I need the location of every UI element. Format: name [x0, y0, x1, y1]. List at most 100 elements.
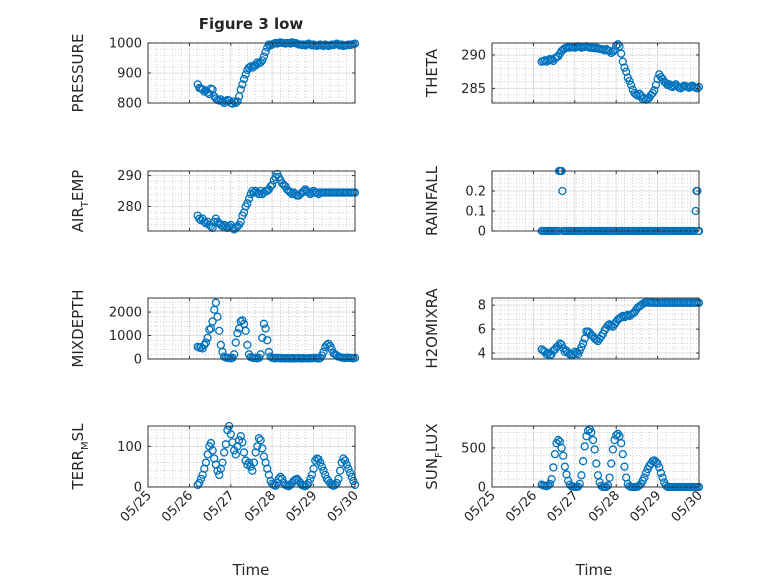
chart-mixdepth-ytick-label: 2000 [109, 306, 142, 321]
chart-mixdepth-point [229, 350, 239, 359]
chart-sun_flux-point [550, 450, 560, 459]
chart-sun_flux-ylabel: SUNFLUX [423, 423, 445, 489]
chart-terr_msl-point [319, 466, 328, 475]
chart-air_temp-axes-box [147, 170, 356, 232]
chart-h2omixra-plot-area [492, 298, 699, 359]
chart-h2omixra-series [537, 297, 704, 360]
chart-sun_flux-point [588, 435, 598, 445]
chart-mixdepth-point [233, 329, 242, 338]
chart-air_temp-ylabel-main: AIR [69, 207, 87, 232]
chart-sun_flux-point [554, 435, 563, 445]
chart-sun_flux-point [559, 451, 568, 460]
chart-theta-axes-box [491, 42, 700, 104]
chart-sun_flux-point [578, 457, 588, 466]
chart-sun_flux-ytick-label: 500 [461, 441, 486, 456]
chart-terr_msl-point [334, 474, 343, 484]
chart-rainfall-ytick-label: 0.2 [465, 185, 486, 200]
chart-terr_msl-point [340, 456, 350, 465]
chart-h2omixra-ylabel: H2OMIXRA [423, 288, 441, 369]
chart-pressure-point [236, 85, 245, 94]
chart-sun_flux-ylabel-subscript: F [434, 452, 445, 458]
chart-terr_msl-point [317, 462, 327, 471]
chart-sun_flux-point [549, 463, 558, 472]
chart-sun_flux-point [618, 450, 627, 459]
chart-sun_flux-point [607, 459, 616, 468]
chart-mixdepth-series [193, 298, 360, 363]
chart-pressure-ylabel: PRESSURE [69, 34, 87, 113]
chart-terr_msl-point [226, 429, 235, 439]
figure-title: Figure 3 low [199, 15, 304, 33]
chart-terr_msl-point [276, 472, 285, 481]
chart-mixdepth-panel: 0 1000 2000 MIXDEPTH [69, 289, 360, 368]
chart-theta-ytick-label: 285 [461, 82, 486, 97]
chart-terr_msl-point [195, 478, 204, 488]
chart-theta-plot-area [492, 43, 699, 103]
chart-terr_msl-axes-box [147, 425, 356, 488]
chart-sun_flux-point [587, 428, 596, 437]
chart-sun_flux-point [655, 463, 664, 472]
chart-sun_flux-point [547, 475, 556, 484]
chart-terr_msl-ylabel-subscript: M [80, 441, 91, 450]
chart-terr_msl-point [321, 470, 330, 479]
chart-pressure-point [233, 97, 242, 106]
chart-terr_msl-point [244, 458, 254, 467]
chart-rainfall-point [558, 186, 567, 196]
chart-air_temp-point [248, 186, 257, 196]
chart-rainfall-panel: 0 0.1 0.2 RAINFALL [423, 165, 704, 240]
chart-theta-ylabel: THETA [423, 48, 441, 98]
chart-terr_msl-ylabel-rest: SL [69, 423, 87, 442]
chart-air_temp-point [216, 220, 226, 229]
chart-mixdepth-point [261, 324, 270, 333]
chart-theta-series [537, 40, 704, 104]
chart-terr_msl-ylabel-main: TERR [69, 450, 87, 491]
chart-air_temp-ylabel-subscript: T [80, 200, 91, 208]
chart-terr_msl-point [206, 438, 216, 448]
chart-mixdepth-axes-box [147, 297, 356, 360]
chart-pressure-ytick-label: 800 [117, 97, 142, 112]
chart-mixdepth-point [241, 326, 250, 335]
chart-mixdepth-point [201, 338, 211, 347]
chart-terr_msl-point [218, 458, 227, 467]
chart-terr_msl-point [254, 434, 264, 443]
chart-theta-point [617, 49, 626, 58]
chart-sun_flux-point [608, 445, 618, 454]
chart-air_temp-point [266, 182, 275, 191]
chart-sun_flux-point [613, 429, 623, 438]
chart-terr_msl-point [302, 480, 312, 490]
chart-mixdepth-point [200, 340, 209, 350]
chart-air_temp-ytick-label: 290 [117, 169, 142, 184]
chart-pressure-point [261, 47, 270, 57]
chart-sun_flux-ylabel-rest: LUX [423, 423, 441, 452]
chart-rainfall-point [693, 186, 702, 196]
chart-sun_flux-axes-box [491, 425, 700, 488]
chart-pressure-ytick-label: 1000 [109, 37, 142, 52]
chart-air_temp-series [193, 169, 360, 234]
chart-terr_msl-point [256, 436, 265, 445]
chart-terr_msl-series [193, 421, 360, 491]
chart-terr_msl-point [316, 458, 325, 467]
chart-sun_flux-ylabel-main: SUN [423, 458, 441, 490]
chart-terr_msl-point [304, 478, 313, 488]
chart-sun_flux-point [592, 459, 601, 468]
chart-mixdepth-point [203, 333, 212, 343]
chart-mixdepth-point [256, 350, 265, 359]
chart-theta-ytick-label: 290 [461, 49, 486, 64]
chart-pressure-series [193, 38, 360, 108]
chart-mixdepth-point [259, 319, 269, 328]
chart-terr_msl-point [306, 474, 315, 484]
chart-pressure-point [239, 74, 249, 84]
chart-air_temp-point [299, 186, 308, 196]
chart-theta-point [626, 80, 636, 90]
chart-air_temp-ytick-label: 280 [117, 200, 142, 215]
chart-mixdepth-point [258, 333, 267, 343]
chart-rainfall-ytick-label: 0 [478, 225, 486, 240]
chart-terr_msl-point [231, 450, 240, 459]
chart-mixdepth-ytick-label: 0 [134, 353, 142, 368]
chart-sun_flux-point [617, 439, 626, 448]
chart-terr_msl-ytick-label: 100 [117, 440, 142, 455]
chart-sun_flux-point [620, 462, 629, 471]
chart-h2omixra-ytick-label: 6 [478, 323, 486, 338]
chart-sun_flux-point [560, 462, 570, 471]
chart-pressure-point [258, 56, 267, 65]
chart-terr_msl-point [196, 474, 206, 484]
